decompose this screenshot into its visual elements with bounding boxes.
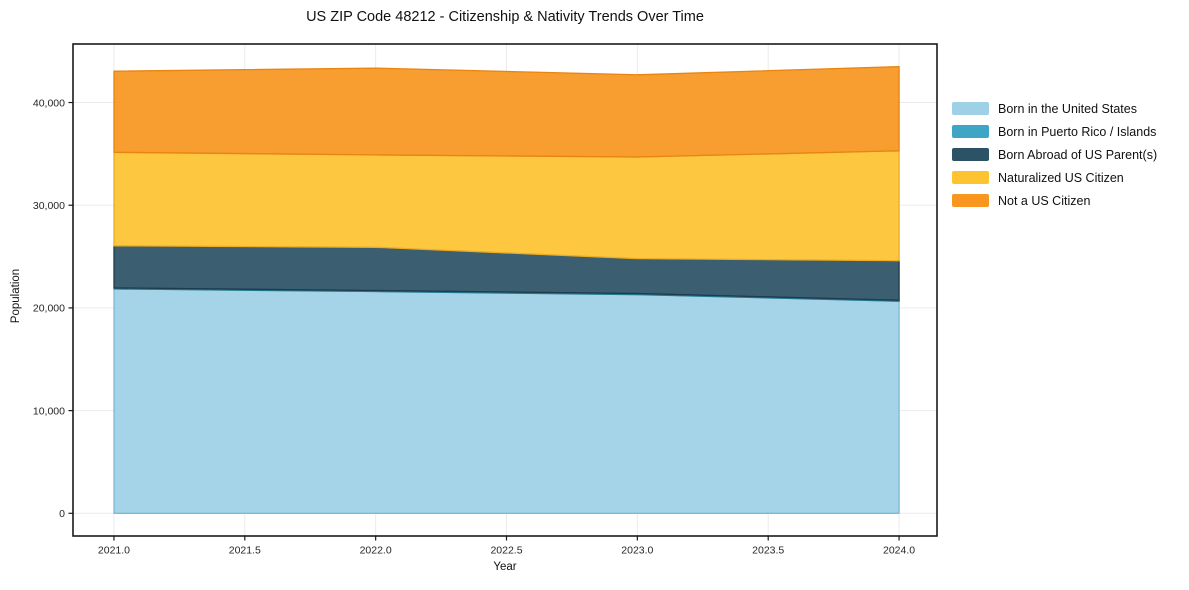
legend-label: Born in Puerto Rico / Islands xyxy=(998,124,1157,139)
area-series xyxy=(113,288,900,514)
axes-box xyxy=(72,43,938,537)
legend-label: Born in the United States xyxy=(998,101,1137,116)
legend-label: Not a US Citizen xyxy=(998,193,1091,208)
legend-swatch xyxy=(952,148,989,161)
x-tick-label: 2023.5 xyxy=(752,545,784,557)
x-tick-label: 2021.0 xyxy=(98,545,130,557)
chart-title: US ZIP Code 48212 - Citizenship & Nativi… xyxy=(306,9,704,25)
legend-swatch xyxy=(952,194,989,207)
legend-item: Born in the United States xyxy=(952,97,1157,120)
legend-item: Born Abroad of US Parent(s) xyxy=(952,143,1157,166)
legend-item: Born in Puerto Rico / Islands xyxy=(952,120,1157,143)
legend-item: Not a US Citizen xyxy=(952,189,1157,212)
x-tick-label: 2022.0 xyxy=(360,545,392,557)
legend-item: Naturalized US Citizen xyxy=(952,166,1157,189)
legend-swatch xyxy=(952,102,989,115)
y-tick-label: 0 xyxy=(59,508,65,520)
x-tick-label: 2023.0 xyxy=(621,545,653,557)
y-tick-label: 20,000 xyxy=(33,303,65,315)
area-series xyxy=(113,150,900,262)
y-tick-label: 10,000 xyxy=(33,405,65,417)
legend: Born in the United States Born in Puerto … xyxy=(952,97,1157,212)
y-axis-label: Population xyxy=(10,268,22,324)
x-tick-label: 2021.5 xyxy=(229,545,261,557)
legend-label: Born Abroad of US Parent(s) xyxy=(998,147,1158,162)
y-tick-label: 30,000 xyxy=(33,200,65,212)
y-tick-label: 40,000 xyxy=(33,97,65,109)
x-axis-label: Year xyxy=(493,561,517,573)
legend-swatch xyxy=(952,171,989,184)
area-series xyxy=(113,65,900,158)
legend-label: Naturalized US Citizen xyxy=(998,170,1124,185)
x-tick-label: 2022.5 xyxy=(490,545,522,557)
x-tick-label: 2024.0 xyxy=(883,545,915,557)
legend-swatch xyxy=(952,125,989,138)
